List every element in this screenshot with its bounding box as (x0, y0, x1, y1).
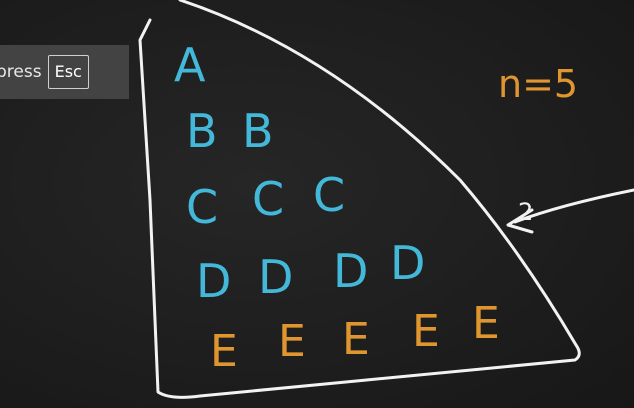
row-d-letter-4: D (390, 236, 426, 290)
n-annotation: n=5 (498, 62, 579, 106)
row-d-letter-3: D (333, 244, 369, 298)
arrow-head (506, 208, 534, 234)
esc-key-badge: Esc (47, 55, 89, 89)
row-e-letter-1: E (210, 326, 238, 377)
row-e-letter-5: E (472, 298, 500, 349)
row-b-letter-2: B (242, 104, 274, 158)
arrow-line (513, 188, 634, 224)
fullscreen-exit-hint: press Esc (0, 45, 129, 99)
triangle-outline (138, 0, 581, 399)
row-c-letter-3: C (313, 168, 346, 222)
hint-text: press (0, 62, 42, 82)
row-d-letter-1: D (196, 254, 232, 308)
row-e-letter-2: E (278, 316, 306, 367)
row-b-letter-1: B (186, 104, 218, 158)
row-a-letter-1: A (174, 38, 206, 92)
row-e-letter-3: E (342, 314, 370, 365)
arrow-label: 2 (518, 198, 534, 226)
row-e-letter-4: E (412, 306, 440, 357)
row-c-letter-1: C (186, 180, 219, 234)
row-d-letter-2: D (258, 250, 294, 304)
row-c-letter-2: C (252, 172, 285, 226)
